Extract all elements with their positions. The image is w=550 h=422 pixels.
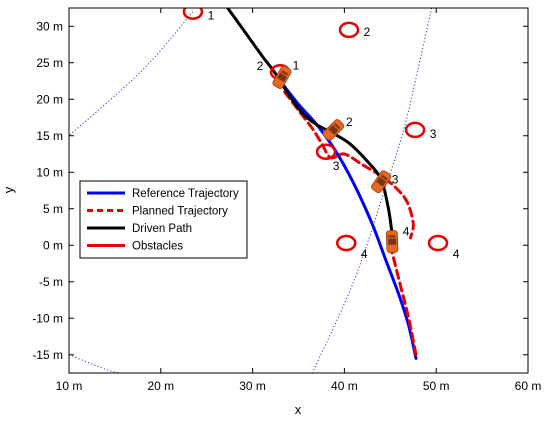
sensor-range-line xyxy=(69,11,194,137)
annotation-labels: 1 2 2 3 3 4 4 1 2 3 4 xyxy=(208,9,460,261)
obstacle-label: 4 xyxy=(361,247,368,261)
x-axis-label: x xyxy=(295,402,302,417)
plot-frame xyxy=(68,7,529,374)
x-tick-label: 40 m xyxy=(331,379,358,393)
vehicle-label: 1 xyxy=(293,58,300,72)
obstacle-label: 1 xyxy=(208,9,215,23)
y-tick-label: -5 m xyxy=(39,275,63,289)
obstacle-marker xyxy=(335,234,357,252)
legend-entry-label: Obstacles xyxy=(132,241,183,253)
y-axis-label: y xyxy=(1,186,16,193)
obstacle-label: 4 xyxy=(453,247,460,261)
y-tick-label: 5 m xyxy=(43,202,63,216)
legend: Reference Trajectory Planned Trajectory Dr… xyxy=(79,180,248,259)
y-tick-label: 25 m xyxy=(36,56,63,70)
axes: 10 m 20 m 30 m 40 m 50 m 60 m -15 m -10 m -5 m 0 … xyxy=(32,8,541,393)
vehicle-marker xyxy=(371,170,392,194)
obstacle-marker xyxy=(404,121,426,139)
vehicle-marker xyxy=(272,65,292,89)
y-tick-label: 0 m xyxy=(43,238,63,252)
planned-trajectory-line xyxy=(283,90,415,240)
vehicle-markers xyxy=(272,65,399,254)
legend-entry-label: Driven Path xyxy=(132,223,192,235)
obstacle-label: 3 xyxy=(333,159,340,173)
y-tick-label: -10 m xyxy=(32,311,63,325)
vehicle-label: 4 xyxy=(403,225,410,239)
obstacle-marker xyxy=(182,8,204,20)
y-tick-label: 15 m xyxy=(36,129,63,143)
y-tick-label: 20 m xyxy=(36,92,63,106)
x-tick-label: 30 m xyxy=(239,379,266,393)
vehicle-marker xyxy=(322,119,345,141)
reference-trajectory-line xyxy=(278,79,418,360)
obstacle-marker xyxy=(338,21,360,39)
obstacle-marker xyxy=(427,234,449,252)
y-tick-label: -15 m xyxy=(32,348,63,362)
legend-entry-label: Planned Trajectory xyxy=(132,206,228,218)
obstacle-label: 2 xyxy=(364,25,371,39)
vehicle-label: 3 xyxy=(392,173,399,187)
obstacle-label: 2 xyxy=(257,59,264,73)
y-tick-label: 10 m xyxy=(36,165,63,179)
x-tick-label: 60 m xyxy=(515,379,542,393)
obstacle-label: 3 xyxy=(430,127,437,141)
x-tick-label: 50 m xyxy=(423,379,450,393)
x-tick-label: 10 m xyxy=(56,379,83,393)
vehicle-label: 2 xyxy=(346,115,353,129)
x-tick-label: 20 m xyxy=(147,379,174,393)
vehicle-marker xyxy=(385,230,399,254)
legend-entry-label: Reference Trajectory xyxy=(132,188,239,200)
y-tick-label: 30 m xyxy=(36,19,63,33)
obstacle-marker xyxy=(315,143,337,161)
planned-trajectory-line xyxy=(388,243,418,357)
